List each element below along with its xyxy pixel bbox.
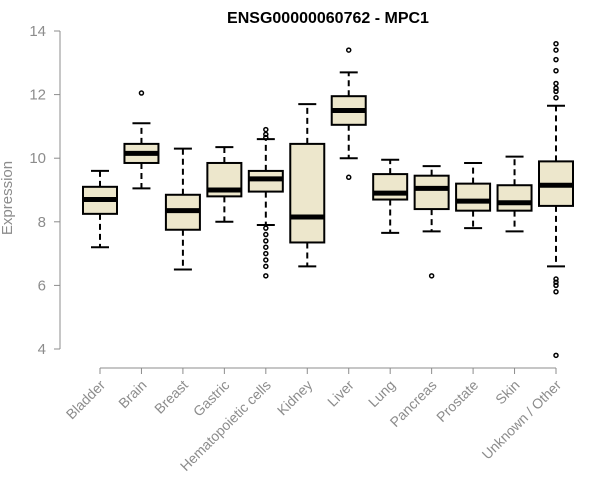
- outlier-point: [263, 273, 269, 279]
- outlier-point: [553, 289, 559, 295]
- box-gastric: [206, 146, 243, 223]
- outlier-point: [553, 47, 559, 53]
- x-tick-label: Breast: [151, 377, 191, 417]
- outlier-point: [553, 80, 559, 87]
- box-hematopoietic-cells: [247, 126, 284, 279]
- x-tick-label: Kidney: [274, 377, 316, 419]
- y-tick-label: 14: [29, 23, 46, 40]
- boxes-group: [82, 40, 574, 359]
- y-axis: 4 6 8 10 12 14: [29, 23, 61, 358]
- outlier-point: [263, 231, 269, 238]
- outlier-point: [345, 47, 352, 53]
- box-liver: [330, 47, 367, 181]
- x-tick-label: Bladder: [63, 377, 109, 423]
- outlier-point: [263, 250, 269, 257]
- box-prostate: [455, 161, 492, 230]
- outlier-point: [553, 68, 559, 74]
- outlier-point: [553, 85, 559, 91]
- y-tick-label: 6: [38, 277, 46, 294]
- outlier-point: [553, 95, 559, 101]
- outlier-point: [553, 279, 559, 285]
- outlier-point: [263, 134, 269, 141]
- y-tick-label: 8: [38, 214, 46, 231]
- outlier-point: [428, 273, 435, 279]
- outlier-point: [553, 276, 559, 282]
- outlier-point: [263, 131, 269, 138]
- x-tick-label: Skin: [492, 377, 523, 408]
- outlier-point: [553, 88, 559, 95]
- y-axis-label: Expression: [0, 161, 16, 235]
- x-tick-label: Brain: [115, 377, 149, 411]
- box-brain: [123, 90, 160, 190]
- outlier-point: [263, 257, 269, 263]
- y-tick-label: 12: [29, 87, 46, 104]
- iqr-box: [496, 184, 533, 212]
- x-tick-label: Liver: [324, 377, 357, 410]
- iqr-box: [289, 142, 326, 244]
- box-breast: [164, 147, 201, 271]
- box-skin: [496, 155, 533, 233]
- y-tick-label: 4: [38, 341, 46, 358]
- outlier-point: [553, 282, 559, 289]
- outlier-point: [345, 174, 352, 181]
- x-tick-label: Prostate: [433, 377, 481, 425]
- box-unknown-other: [538, 40, 574, 359]
- outlier-point: [263, 263, 269, 270]
- box-bladder: [82, 169, 118, 249]
- x-tick-label: Lung: [365, 377, 398, 410]
- box-pancreas: [413, 165, 450, 279]
- y-tick-label: 10: [29, 150, 46, 167]
- outlier-point: [553, 56, 559, 63]
- outlier-point: [263, 225, 269, 231]
- chart-title: ENSG00000060762 - MPC1: [227, 10, 429, 27]
- x-tick-label: Unknown / Other: [479, 377, 565, 463]
- box-lung: [372, 158, 409, 234]
- outlier-point: [263, 244, 269, 250]
- iqr-box: [455, 182, 492, 212]
- outlier-point: [263, 126, 269, 133]
- iqr-box: [413, 174, 450, 211]
- outlier-point: [553, 352, 559, 359]
- iqr-box: [372, 173, 409, 201]
- outlier-point: [138, 90, 145, 96]
- box-kidney: [289, 103, 326, 268]
- outlier-point: [263, 238, 269, 244]
- outlier-point: [553, 40, 559, 47]
